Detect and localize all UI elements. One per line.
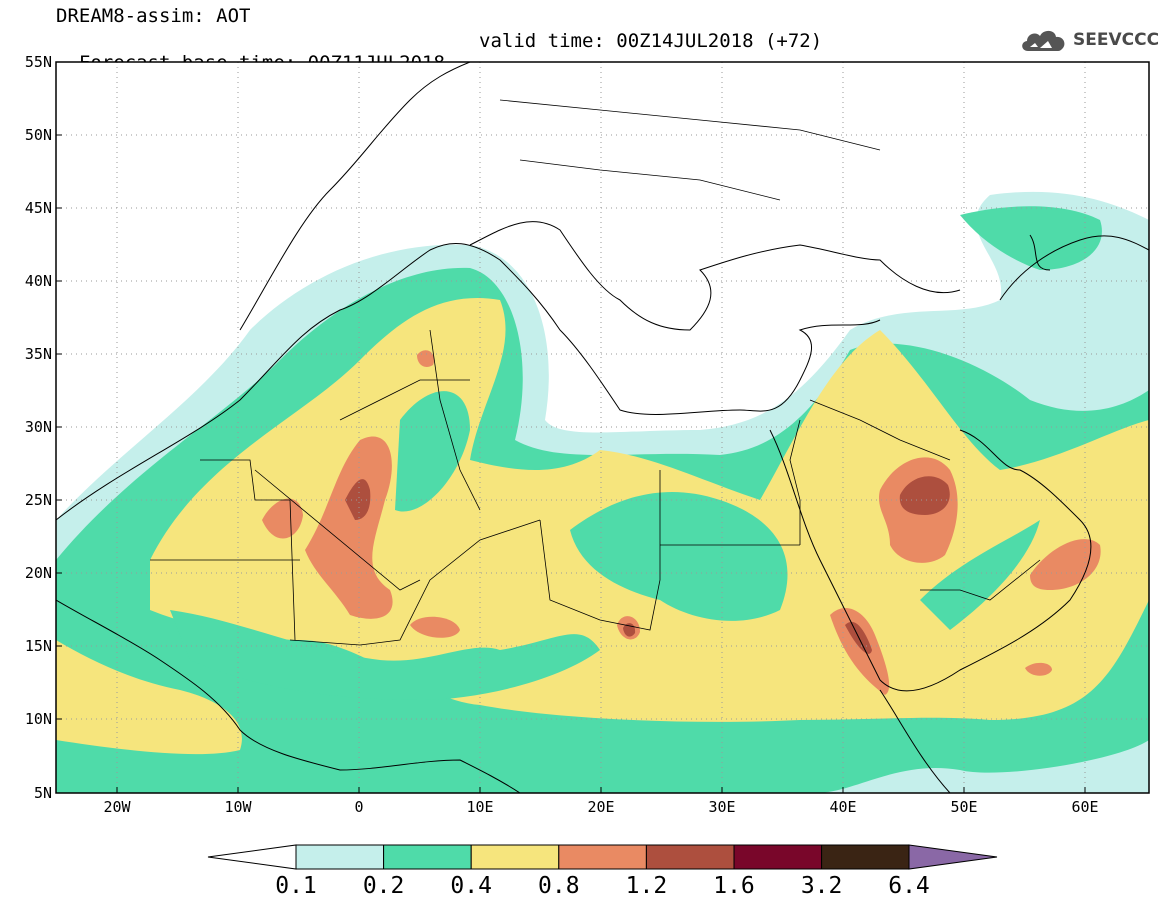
colorbar-label: 0.8 (538, 873, 580, 899)
colorbar-swatch (470, 844, 560, 870)
lat-ticks (56, 61, 1086, 794)
lon-label: 10W (224, 798, 252, 816)
country-borders (150, 99, 1041, 646)
lon-labels: 20W 10W 0 10E 20E 30E 40E 50E 60E (103, 798, 1098, 816)
lat-label: 45N (25, 199, 52, 217)
lon-label: 10E (466, 798, 493, 816)
lat-labels: 55N 50N 45N 40N 35N 30N 25N 20N 15N 10N … (25, 53, 52, 802)
colorbar-swatch (383, 844, 472, 870)
graticule (56, 62, 1149, 793)
lat-label: 20N (25, 564, 52, 582)
lat-label: 50N (25, 126, 52, 144)
colorbar-swatch (733, 844, 823, 870)
model-title: DREAM8-assim: AOT (56, 5, 251, 27)
aot-green-arabia (920, 520, 1040, 630)
lon-label: 20E (587, 798, 614, 816)
lat-label: 55N (25, 53, 52, 71)
aot-band-1.2-sahara (345, 479, 371, 520)
colorbar-swatch (558, 844, 647, 870)
lon-label: 20W (103, 798, 131, 816)
colorbar-high-arrow (908, 844, 998, 870)
aot-band-0.8-wsahara (262, 498, 303, 539)
aot-green-caspian (960, 206, 1102, 270)
colorbar-label: 1.6 (713, 873, 755, 899)
aot-green-central (395, 391, 470, 512)
colorbar-swatch (645, 844, 735, 870)
lon-label: 60E (1071, 798, 1098, 816)
colorbar-label: 0.1 (275, 873, 317, 899)
lat-label: 40N (25, 272, 52, 290)
lat-label: 30N (25, 418, 52, 436)
lon-label: 30E (708, 798, 735, 816)
aot-green-libya (570, 491, 788, 621)
lat-label: 5N (34, 784, 52, 802)
lat-label: 25N (25, 491, 52, 509)
seevccc-logo: SEEVCCC (1018, 25, 1159, 55)
lon-label: 0 (354, 798, 363, 816)
lat-label: 15N (25, 637, 52, 655)
colorbar-label: 1.2 (626, 873, 668, 899)
colorbar-label: 0.2 (363, 873, 405, 899)
colorbar-label: 3.2 (801, 873, 843, 899)
aot-band-0.8-yemen (1025, 662, 1052, 676)
colorbar-low-arrow (207, 844, 297, 870)
colorbar-label: 6.4 (888, 873, 930, 899)
colorbar-swatch (821, 844, 910, 870)
aot-green-sahel (170, 610, 600, 700)
lon-label: 40E (829, 798, 856, 816)
lat-label: 35N (25, 345, 52, 363)
lat-label: 10N (25, 710, 52, 728)
brand-name: SEEVCCC (1073, 30, 1160, 50)
colorbar-swatch (295, 844, 385, 870)
aot-band-0.8-mali (410, 616, 460, 638)
colorbar: 0.1 0.2 0.4 0.8 1.2 1.6 3.2 6.4 (207, 844, 998, 899)
valid-time-label: valid time: 00Z14JUL2018 (+72) (479, 30, 823, 52)
aot-band-1.2-iraq (899, 476, 950, 515)
cloud-logo-icon (1022, 30, 1065, 51)
aot-band-0.4-west (56, 640, 242, 755)
colorbar-label: 0.4 (450, 873, 492, 899)
coastlines (56, 62, 1149, 793)
lon-label: 50E (950, 798, 977, 816)
aot-band-0.8-redsea (830, 607, 890, 695)
